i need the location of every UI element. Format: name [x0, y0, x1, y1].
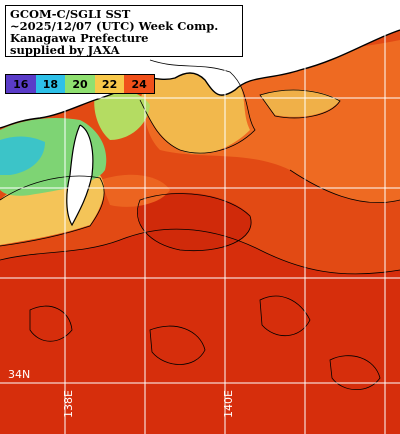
ocean-hot-patch	[137, 192, 252, 251]
isotherm-contour	[329, 355, 381, 391]
coastline	[0, 29, 400, 129]
isotherm-contour	[259, 295, 311, 337]
isotherm-contour	[137, 193, 252, 252]
cold-bay-green-2	[94, 89, 150, 140]
lon-label-138e: 138E	[62, 390, 75, 418]
product-name: GCOM-C/SGLI SST	[10, 7, 131, 21]
product-supplier: supplied by JAXA	[10, 43, 120, 57]
isotherm-contour	[139, 59, 256, 154]
isotherm-contour	[289, 169, 400, 204]
isotherm-contour	[0, 175, 105, 247]
cold-bay-cyan	[0, 136, 45, 175]
legend-label-24: 24	[131, 77, 147, 91]
sst-color-legend: 16 18 20 22 24	[5, 74, 155, 94]
legend-20: 20	[65, 75, 95, 93]
product-info-box: GCOM-C/SGLI SST ~2025/12/07 (UTC) Week C…	[5, 5, 243, 57]
legend-label-16: 16	[13, 77, 29, 91]
legend-18: 18	[35, 75, 66, 93]
ocean-orange-band-2	[100, 174, 170, 207]
product-region: Kanagawa Prefecture	[10, 31, 149, 45]
legend-22: 22	[94, 75, 125, 93]
isotherm-contour	[0, 228, 400, 275]
isotherm-contour	[29, 305, 73, 342]
coastal-yellow-3	[260, 89, 340, 117]
isotherm-contour	[259, 89, 341, 119]
legend-24: 24	[124, 75, 154, 93]
legend-16: 16	[6, 75, 36, 93]
coastline-izu	[66, 124, 94, 227]
legend-label-22: 22	[101, 77, 118, 91]
isotherm-contour	[149, 325, 206, 365]
legend-label-20: 20	[72, 77, 88, 91]
legend-label-18: 18	[42, 77, 59, 91]
lat-label-34n: 34N	[8, 368, 31, 381]
product-date: ~2025/12/07 (UTC) Week Comp.	[10, 19, 219, 33]
lon-label-140e: 140E	[222, 390, 235, 418]
